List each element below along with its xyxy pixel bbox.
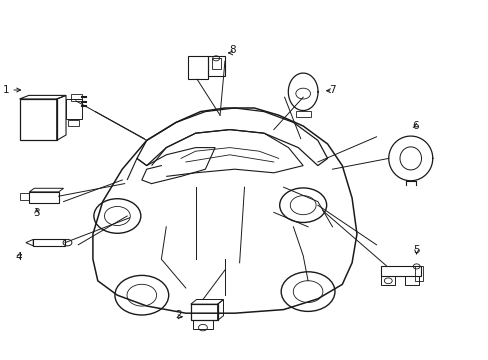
Bar bbox=[295, 111, 310, 117]
Bar bbox=[381, 266, 420, 276]
Bar bbox=[207, 56, 224, 76]
Bar bbox=[20, 99, 57, 140]
Bar bbox=[190, 304, 217, 320]
Text: 5: 5 bbox=[412, 245, 419, 255]
Bar bbox=[29, 192, 59, 203]
Bar bbox=[68, 120, 79, 126]
Bar bbox=[71, 94, 81, 101]
Text: 1: 1 bbox=[2, 85, 9, 95]
Bar bbox=[20, 193, 29, 200]
Bar bbox=[211, 58, 220, 69]
Text: 7: 7 bbox=[328, 85, 335, 95]
Bar bbox=[404, 276, 418, 285]
Text: 2: 2 bbox=[175, 310, 182, 320]
Text: 3: 3 bbox=[33, 208, 40, 219]
Bar bbox=[414, 266, 423, 281]
Bar bbox=[381, 276, 394, 285]
Bar bbox=[66, 99, 81, 119]
Bar bbox=[193, 320, 212, 329]
Text: 4: 4 bbox=[15, 252, 22, 262]
Bar bbox=[33, 239, 65, 246]
Text: 8: 8 bbox=[228, 45, 235, 55]
Text: 6: 6 bbox=[411, 121, 418, 131]
Bar bbox=[188, 56, 207, 79]
